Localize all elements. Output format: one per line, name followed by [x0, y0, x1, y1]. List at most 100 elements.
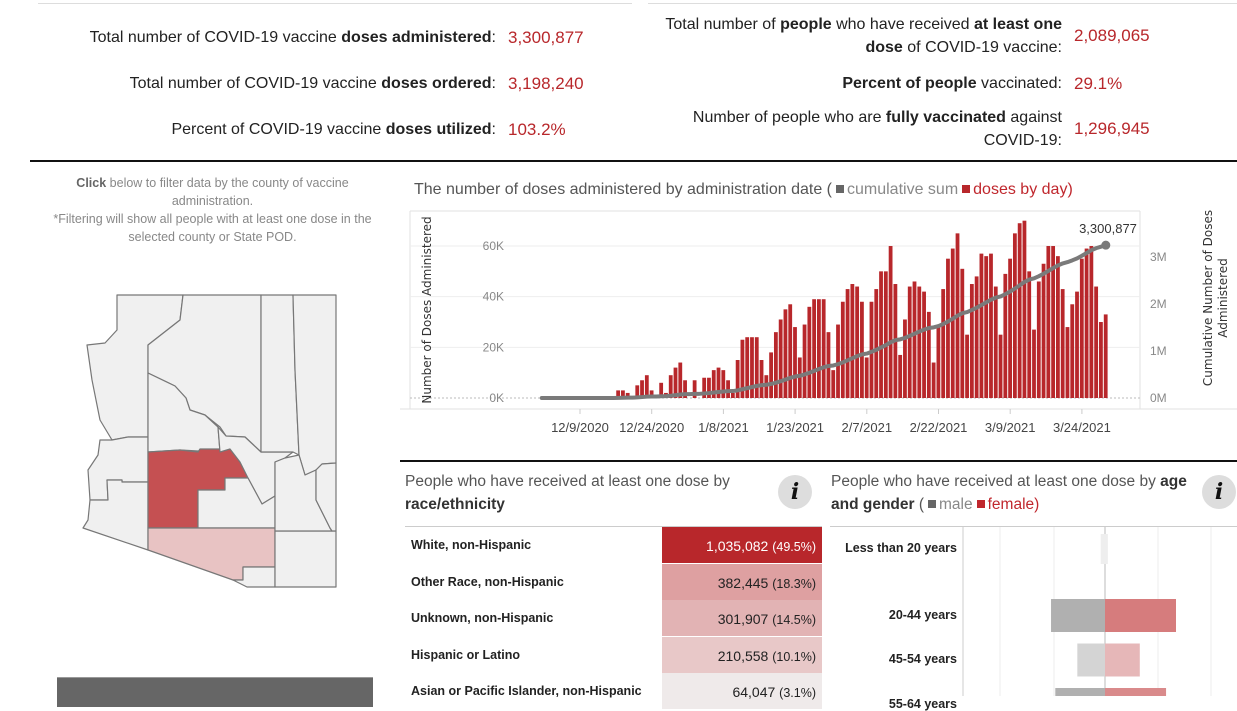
- legend-swatch-female: [976, 500, 985, 508]
- county-yuma[interactable]: [82, 479, 149, 551]
- stat-label-segment: Total number of: [665, 16, 781, 33]
- daily-dose-bar: [860, 301, 864, 398]
- stat-doses-utilized: Percent of COVID-19 vaccine doses utiliz…: [171, 118, 588, 141]
- daily-dose-bar: [668, 375, 673, 398]
- divider: [400, 460, 1237, 462]
- daily-dose-bar: [616, 390, 621, 398]
- race-percent: (18.3%): [772, 576, 816, 591]
- daily-dose-bar: [678, 362, 683, 398]
- stat-label-segment: :: [491, 29, 496, 46]
- daily-dose-bar: [922, 291, 926, 398]
- y2-axis-title-line: Administered: [1216, 258, 1230, 338]
- daily-dose-bar: [984, 256, 989, 398]
- race-label: Hispanic or Latino: [411, 647, 521, 662]
- race-value-cell: 382,445 (18.3%): [662, 563, 822, 600]
- daily-dose-bar: [759, 360, 764, 398]
- stat-label-segment: Percent of people: [842, 75, 977, 92]
- race-row[interactable]: Asian or Pacific Islander, non-Hispanic …: [405, 673, 822, 709]
- male-bar: [1055, 688, 1105, 696]
- daily-dose-bar: [845, 289, 850, 398]
- female-bar: [1105, 599, 1176, 632]
- daily-dose-bar: [692, 380, 697, 398]
- daily-dose-bar: [946, 258, 950, 398]
- race-row[interactable]: White, non-Hispanic 1,035,082 (49.5%): [405, 527, 822, 563]
- stat-label-segment: Total number of COVID-19 vaccine: [129, 75, 382, 92]
- daily-dose-bar: [1065, 327, 1070, 398]
- female-bar: [1105, 643, 1140, 677]
- stat-value: 3,300,877: [508, 27, 584, 47]
- daily-dose-bar: [716, 367, 721, 398]
- y2-tick-label: 0M: [1150, 391, 1167, 405]
- chart-title-text: The number of doses administered by admi…: [414, 181, 832, 198]
- stat-label-segment: people: [780, 16, 832, 33]
- race-label: White, non-Hispanic: [411, 538, 532, 552]
- divider: [830, 526, 1237, 527]
- daily-dose-bar: [673, 367, 678, 398]
- daily-dose-bar: [1060, 289, 1065, 398]
- stat-label: Percent of people vaccinated:: [660, 72, 1062, 95]
- age-title-text: People who have received at least one do…: [831, 473, 1161, 490]
- race-row[interactable]: Unknown, non-Hispanic 301,907 (14.5%): [405, 600, 822, 636]
- daily-dose-bar: [917, 286, 922, 398]
- race-row[interactable]: Other Race, non-Hispanic 382,445 (18.3%): [405, 563, 822, 600]
- daily-dose-bar: [989, 253, 993, 398]
- cumulative-end-label: 3,300,877: [1079, 221, 1137, 236]
- stat-doses-ordered: Total number of COVID-19 vaccine doses o…: [130, 72, 588, 95]
- age-info-button[interactable]: i: [1202, 475, 1236, 509]
- daily-dose-bar: [1003, 273, 1008, 398]
- daily-dose-bar: [960, 268, 965, 398]
- y-tick-label: 20K: [483, 340, 504, 354]
- daily-dose-bar: [793, 327, 797, 398]
- daily-dose-bar: [998, 334, 1003, 398]
- race-info-button[interactable]: i: [778, 475, 812, 509]
- daily-dose-bar: [817, 299, 821, 398]
- age-group-label: 55-64 years: [888, 696, 957, 711]
- legend-daily: doses by day): [973, 181, 1073, 198]
- daily-dose-bar: [936, 327, 941, 398]
- stat-doses-administered: Total number of COVID-19 vaccine doses a…: [90, 26, 588, 49]
- y-axis-title: Number of Doses Administered: [420, 216, 434, 403]
- daily-dose-bar: [840, 301, 845, 398]
- daily-dose-bar: [721, 370, 726, 398]
- x-tick-label: 2/7/2021: [841, 420, 892, 435]
- race-value-cell: 210,558 (10.1%): [662, 636, 822, 673]
- age-title-bold: age and gender: [831, 473, 1187, 513]
- stat-value: 3,198,240: [508, 73, 584, 93]
- county-cochise[interactable]: [274, 530, 337, 588]
- daily-dose-bar: [965, 334, 969, 398]
- stat-label-segment: :: [491, 75, 496, 92]
- age-group-label: 20-44 years: [888, 607, 957, 622]
- daily-dose-bar: [1056, 256, 1060, 398]
- doses-chart: 0K 20K 40K 60K 0M 1M 2M 3M 12/9/2020 12/24/2020 1/…: [400, 210, 1237, 435]
- stat-label-segment: of COVID-19 vaccine:: [902, 39, 1062, 56]
- race-section-title: People who have received at least one do…: [405, 470, 765, 516]
- daily-dose-bar: [635, 385, 640, 398]
- race-row[interactable]: Hispanic or Latino 210,558 (10.1%): [405, 636, 822, 673]
- stat-at-least-one-dose: Total number of people who have received…: [660, 13, 1149, 59]
- daily-dose-bar: [874, 289, 879, 398]
- race-percent: (10.1%): [772, 649, 816, 664]
- county-greenlee[interactable]: [315, 462, 337, 532]
- daily-dose-bar: [1036, 281, 1041, 398]
- male-bar: [1077, 643, 1105, 677]
- race-value-cell: 301,907 (14.5%): [662, 600, 822, 636]
- stat-label-segment: Total number of COVID-19 vaccine: [89, 29, 342, 46]
- daily-dose-bar: [773, 332, 778, 398]
- daily-dose-bar: [726, 380, 730, 398]
- arizona-county-map[interactable]: [0, 0, 400, 660]
- daily-dose-bar: [745, 337, 750, 398]
- daily-dose-bar: [1094, 286, 1099, 398]
- stat-value: 29.1%: [1074, 73, 1123, 93]
- county-apache[interactable]: [292, 294, 337, 476]
- daily-dose-bar: [735, 360, 740, 398]
- x-tick-label: 3/24/2021: [1053, 420, 1111, 435]
- race-value-cell: 1,035,082 (49.5%): [662, 527, 822, 563]
- stat-label-segment: Percent of COVID-19 vaccine: [171, 121, 386, 138]
- stat-label-segment: vaccinated:: [976, 75, 1062, 92]
- race-title-bold: race/ethnicity: [405, 496, 505, 513]
- map-instructions: Click below to filter data by the county…: [40, 174, 385, 246]
- map-action-button[interactable]: [57, 677, 373, 707]
- race-percent: (49.5%): [772, 540, 816, 554]
- daily-dose-bar: [1070, 304, 1075, 398]
- stat-fully-vaccinated: Number of people who are fully vaccinate…: [660, 106, 1150, 152]
